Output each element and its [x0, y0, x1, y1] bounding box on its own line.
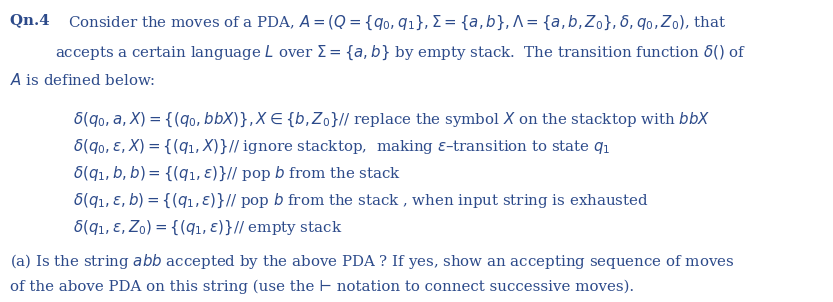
Text: of the above PDA on this string (use the ⊢ notation to connect successive moves): of the above PDA on this string (use the…	[10, 279, 634, 294]
Text: $\delta(q_1, \epsilon, b) = \{(q_1, \epsilon)\}$// pop $b$ from the stack , when: $\delta(q_1, \epsilon, b) = \{(q_1, \eps…	[73, 192, 649, 210]
Text: $\delta(q_0, \epsilon, X) = \{(q_1, X)\}$// ignore stacktop,  making $\epsilon$–: $\delta(q_0, \epsilon, X) = \{(q_1, X)\}…	[73, 137, 611, 156]
Text: $\delta(q_1, \epsilon, Z_0) = \{(q_1, \epsilon)\}$// empty stack: $\delta(q_1, \epsilon, Z_0) = \{(q_1, \e…	[73, 219, 342, 237]
Text: $\delta(q_0, a, X) = \{(q_0, bbX)\}, X \in \{b, Z_0\}$// replace the symbol $X$ : $\delta(q_0, a, X) = \{(q_0, bbX)\}, X \…	[73, 110, 711, 129]
Text: $\delta(q_1, b, b) = \{(q_1, \epsilon)\}$// pop $b$ from the stack: $\delta(q_1, b, b) = \{(q_1, \epsilon)\}…	[73, 165, 402, 183]
Text: accepts a certain language $L$ over $\Sigma = \{a, b\}$ by empty stack.  The tra: accepts a certain language $L$ over $\Si…	[55, 44, 746, 62]
Text: Consider the moves of a PDA, $A = (Q = \{q_0, q_1\}, \Sigma = \{a, b\}, \Lambda : Consider the moves of a PDA, $A = (Q = \…	[68, 14, 726, 32]
Text: $A$ is defined below:: $A$ is defined below:	[10, 72, 156, 88]
Text: (a) Is the string $abb$ accepted by the above PDA ? If yes, show an accepting se: (a) Is the string $abb$ accepted by the …	[10, 252, 735, 271]
Text: Qn.4: Qn.4	[10, 14, 55, 27]
